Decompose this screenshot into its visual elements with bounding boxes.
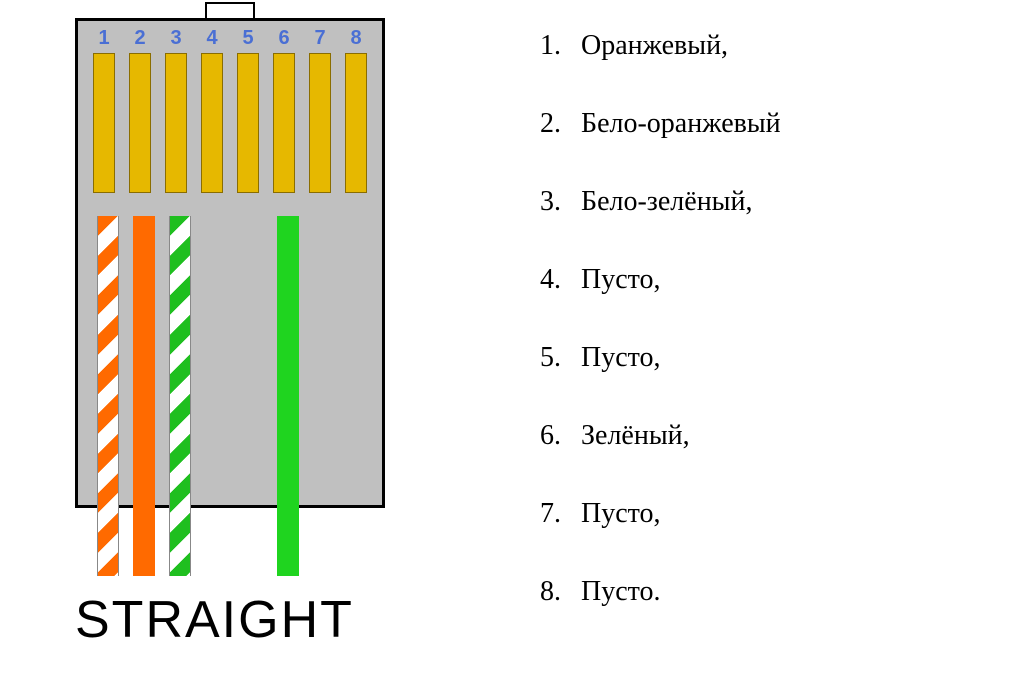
contact-pin [345,53,367,193]
striped-wire [169,216,191,576]
legend-item: 7. Пусто, [540,498,1004,530]
legend-panel: 1. Оранжевый, 2. Бело-оранжевый 3. Бело-зе… [480,0,1024,683]
contact-pin [165,53,187,193]
rj45-connector: 12345678 [75,10,385,508]
legend-list: 1. Оранжевый, 2. Бело-оранжевый 3. Бело-зе… [540,30,1004,608]
contact-pin [273,53,295,193]
striped-wire [97,216,119,576]
pin-number: 3 [162,27,190,50]
legend-item: 4. Пусто, [540,264,1004,296]
wire-slot [270,216,306,576]
wires-area [78,216,382,576]
wire-slot [126,216,162,576]
legend-item: 2. Бело-оранжевый [540,108,1004,140]
connector-body: 12345678 [75,18,385,508]
diagram-label: STRAIGHT [75,590,354,650]
contact-pin [93,53,115,193]
legend-item: 1. Оранжевый, [540,30,1004,62]
pin-number: 1 [90,27,118,50]
wire-slot [162,216,198,576]
legend-item: 5. Пусто, [540,342,1004,374]
contacts-row [78,53,382,193]
pin-number: 7 [306,27,334,50]
legend-number: 7. [540,498,574,530]
legend-text: Зелёный, [574,420,690,451]
connector-panel: 12345678 STRAIGHT [0,0,480,683]
legend-number: 2. [540,108,574,140]
legend-number: 1. [540,30,574,62]
legend-text: Пусто. [574,576,661,607]
legend-text: Бело-оранжевый [574,108,781,139]
legend-item: 3. Бело-зелёный, [540,186,1004,218]
legend-number: 3. [540,186,574,218]
legend-item: 8. Пусто. [540,576,1004,608]
legend-text: Пусто, [574,498,661,529]
legend-number: 5. [540,342,574,374]
legend-number: 6. [540,420,574,452]
legend-text: Пусто, [574,342,661,373]
contact-pin [237,53,259,193]
wire-slot [306,216,342,576]
pin-number: 5 [234,27,262,50]
contact-pin [309,53,331,193]
wire-slot [234,216,270,576]
pin-number: 4 [198,27,226,50]
wire-slot [198,216,234,576]
solid-wire [133,216,155,576]
pin-numbers-row: 12345678 [78,27,382,50]
pin-number: 8 [342,27,370,50]
legend-text: Бело-зелёный, [574,186,752,217]
pin-number: 6 [270,27,298,50]
solid-wire [277,216,299,576]
legend-text: Пусто, [574,264,661,295]
pin-number: 2 [126,27,154,50]
contact-pin [129,53,151,193]
legend-number: 4. [540,264,574,296]
legend-item: 6. Зелёный, [540,420,1004,452]
wire-slot [90,216,126,576]
legend-number: 8. [540,576,574,608]
legend-text: Оранжевый, [574,30,728,61]
diagram-container: 12345678 STRAIGHT 1. Оранжевый, 2. Бело-о… [0,0,1024,683]
contact-pin [201,53,223,193]
wire-slot [342,216,378,576]
